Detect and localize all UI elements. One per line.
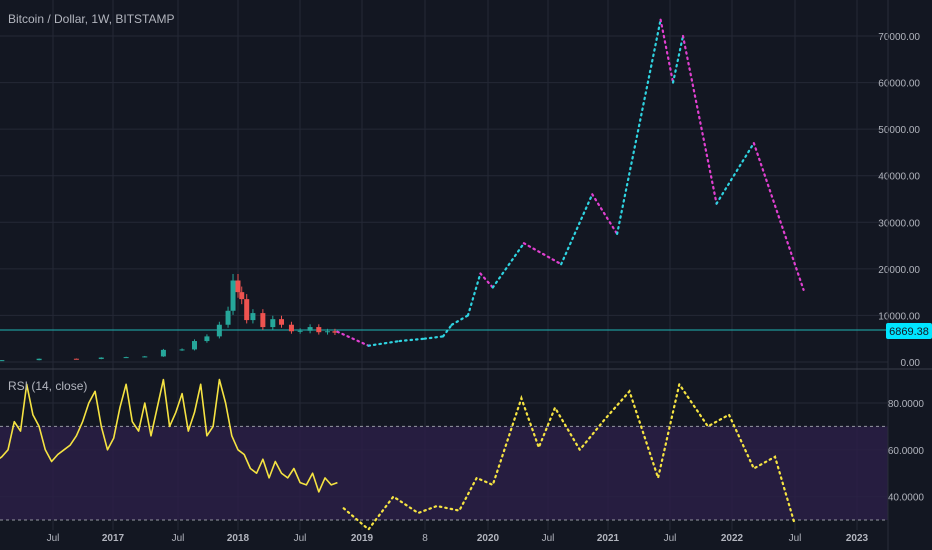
price-tick-label-6: 60000.00	[878, 79, 920, 90]
rsi-series	[0, 378, 797, 531]
rsi-tick-label-0: 40.0000	[888, 493, 925, 504]
forecast-segment-2	[398, 337, 426, 343]
last-price-badge: 6869.38	[886, 323, 932, 339]
forecast-segment-13	[659, 18, 675, 84]
candle-body-5	[142, 356, 148, 358]
candle-body-17	[260, 313, 266, 328]
price-tick-label-3: 30000.00	[878, 218, 920, 229]
candle-body-2	[73, 358, 79, 360]
forecast-segment-8	[491, 242, 525, 289]
forecast-segment-1	[367, 339, 401, 347]
candle-body-21	[297, 330, 303, 332]
price-tick-label-2: 20000.00	[878, 265, 920, 276]
candle-body-11	[225, 310, 231, 325]
x-tick-label-4: Jul	[294, 533, 307, 544]
forecast-segment-9	[522, 242, 563, 266]
candle-body-7	[179, 349, 185, 351]
x-tick-label-3: 2018	[227, 533, 250, 544]
forecast-segment-17	[752, 142, 805, 291]
candle-body-3	[98, 357, 104, 359]
x-tick-label-1: 2017	[102, 533, 125, 544]
candle-body-8	[191, 341, 197, 350]
forecast-segment-10	[560, 193, 594, 266]
forecast-segment-0	[336, 330, 370, 347]
price-tick-label-1: 10000.00	[878, 311, 920, 322]
candle-body-10	[216, 324, 222, 337]
forecast-segment-4	[441, 323, 453, 338]
x-tick-label-6: 8	[422, 533, 428, 544]
rsi-forecast-line	[342, 381, 797, 531]
candle-body-24	[324, 331, 330, 333]
candle-body-23	[316, 327, 322, 333]
candle-body-13	[235, 280, 241, 293]
price-tick-label-0: 0.00	[901, 358, 921, 369]
price-tick-label-7: 70000.00	[878, 32, 920, 43]
candle-body-16	[250, 313, 256, 321]
forecast-segment-5	[450, 314, 470, 326]
candle-body-9	[204, 336, 210, 342]
candle-body-14	[239, 292, 245, 300]
candle-body-22	[307, 327, 313, 331]
y-axis-price[interactable]: 0.00 10000.00 20000.00 30000.00 40000.00 5000…	[878, 32, 920, 369]
candle-body-18	[270, 319, 276, 328]
x-tick-label-5: 2019	[351, 533, 374, 544]
forecast-segment-16	[715, 142, 755, 205]
rsi-tick-label-2: 80.0000	[888, 399, 925, 410]
price-series	[0, 18, 888, 362]
candle-body-20	[288, 324, 294, 332]
forecast-segment-15	[681, 34, 718, 205]
x-tick-label-13: 2023	[846, 533, 869, 544]
candle-body-12	[230, 280, 236, 311]
rsi-tick-label-1: 60.0000	[888, 446, 925, 457]
main-chart-title: Bitcoin / Dollar, 1W, BITSTAMP	[8, 12, 175, 26]
forecast-segment-7	[479, 272, 494, 289]
y-axis-rsi[interactable]: 40.0000 60.0000 80.0000	[888, 399, 925, 504]
rsi-title: RSI (14, close)	[8, 379, 87, 393]
price-tick-label-4: 40000.00	[878, 172, 920, 183]
x-tick-label-0: Jul	[47, 533, 60, 544]
last-price-badge-bg	[886, 323, 932, 339]
x-tick-label-10: Jul	[664, 533, 677, 544]
last-price-badge-label: 6869.38	[889, 326, 929, 338]
candle-body-4	[123, 357, 129, 359]
candle-body-19	[279, 319, 285, 325]
forecast-segment-6	[466, 272, 482, 317]
x-axis[interactable]: Jul 2017 Jul 2018 Jul 2019 8 2020 Jul 2021 Jul 2022…	[47, 533, 869, 544]
candle-body-15	[244, 299, 250, 321]
candle-body-25	[332, 331, 338, 333]
x-tick-label-9: 2021	[597, 533, 620, 544]
forecast-segment-3	[423, 335, 445, 340]
price-tick-label-5: 50000.00	[878, 125, 920, 136]
x-tick-label-11: 2022	[721, 533, 744, 544]
rsi-history-line	[0, 378, 338, 493]
x-tick-label-7: 2020	[477, 533, 500, 544]
x-tick-label-8: Jul	[542, 533, 555, 544]
x-tick-label-12: Jul	[789, 533, 802, 544]
forecast-segment-11	[591, 193, 619, 236]
candle-body-1	[36, 358, 42, 361]
forecast-segment-14	[671, 34, 685, 84]
rsi-band	[0, 425, 888, 521]
rsi-band-fill	[0, 426, 888, 520]
x-tick-label-2: Jul	[172, 533, 185, 544]
forecast-segment-12	[616, 18, 662, 236]
candle-body-0	[0, 360, 5, 362]
candle-body-6	[160, 349, 166, 357]
